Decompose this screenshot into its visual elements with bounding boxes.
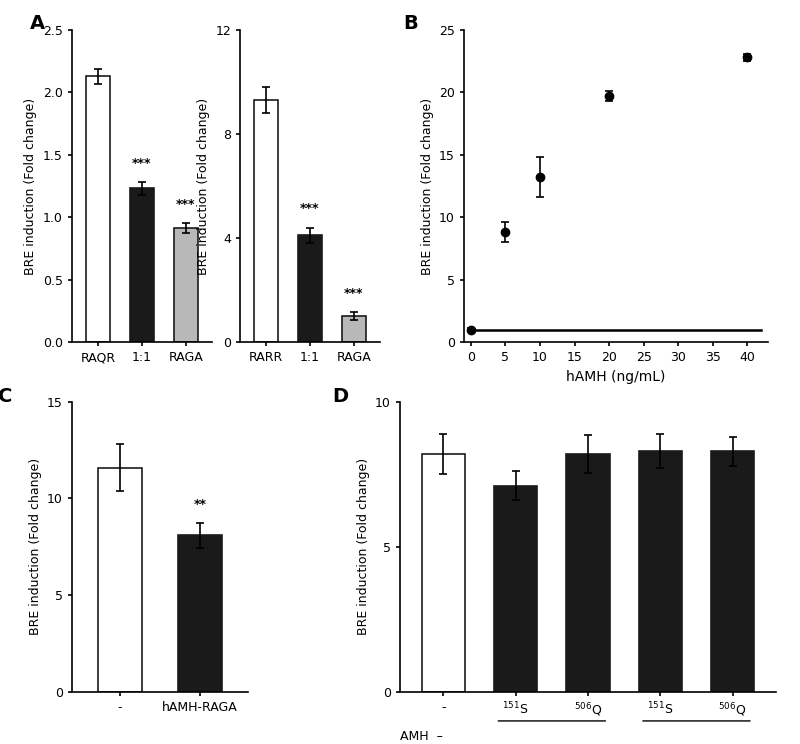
Y-axis label: BRE induction (Fold change): BRE induction (Fold change) <box>197 97 210 275</box>
Bar <box>422 454 465 692</box>
Bar <box>174 228 198 342</box>
Y-axis label: BRE induction (Fold change): BRE induction (Fold change) <box>421 97 434 275</box>
Text: A: A <box>30 14 45 33</box>
Bar <box>638 451 682 692</box>
Bar <box>711 451 754 692</box>
Bar <box>298 235 322 342</box>
Bar <box>494 486 538 692</box>
Y-axis label: BRE induction (Fold change): BRE induction (Fold change) <box>25 97 38 275</box>
Text: D: D <box>332 387 349 406</box>
Text: ***: *** <box>300 202 320 215</box>
Bar <box>178 535 222 692</box>
Text: B: B <box>403 14 418 33</box>
Text: **: ** <box>194 498 206 511</box>
Bar <box>86 76 110 342</box>
Y-axis label: BRE induction (Fold change): BRE induction (Fold change) <box>357 458 370 635</box>
X-axis label: hAMH (ng/mL): hAMH (ng/mL) <box>566 370 666 384</box>
Text: ***: *** <box>132 157 152 170</box>
Bar <box>342 316 366 342</box>
Y-axis label: BRE induction (Fold change): BRE induction (Fold change) <box>29 458 42 635</box>
Text: C: C <box>0 387 13 406</box>
Bar <box>98 467 142 692</box>
Text: ***: *** <box>176 198 195 211</box>
Bar <box>566 454 610 692</box>
Text: ***: *** <box>344 286 363 300</box>
Text: AMH  –: AMH – <box>400 730 443 743</box>
Bar <box>130 188 154 342</box>
Bar <box>254 100 278 342</box>
